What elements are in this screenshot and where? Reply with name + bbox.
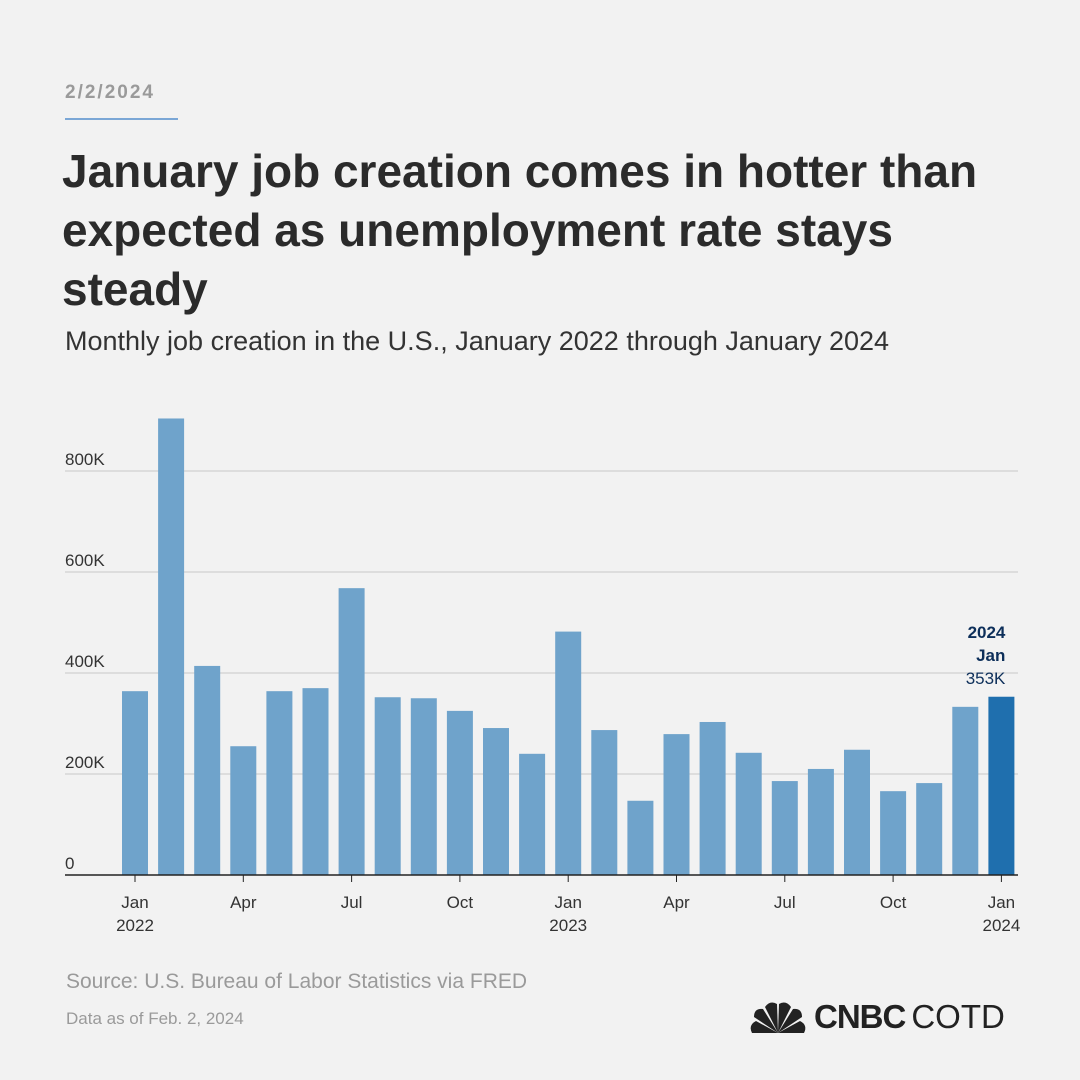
bar-sep-2022 (410, 698, 437, 875)
y-tick-label: 0 (65, 854, 74, 873)
x-tick-sublabel: 2024 (982, 916, 1020, 935)
annotation-year: 2024 (968, 623, 1006, 642)
bar-jun-2023 (735, 752, 762, 875)
x-tick-label: Apr (663, 893, 690, 912)
bar-aug-2022 (374, 697, 401, 875)
x-tick-label: Jul (774, 893, 796, 912)
y-tick-label: 200K (65, 753, 105, 772)
bar-oct-2023 (880, 791, 907, 875)
x-tick-label: Oct (447, 893, 474, 912)
x-tick-label: Oct (880, 893, 907, 912)
y-tick-label: 800K (65, 450, 105, 469)
bar-jul-2023 (771, 781, 798, 875)
bar-mar-2023 (627, 800, 654, 875)
bar-sep-2023 (844, 749, 870, 875)
bar-apr-2022 (230, 746, 257, 875)
bar-dec-2023 (952, 706, 979, 875)
y-tick-label: 400K (65, 652, 105, 671)
bar-jul-2022 (338, 588, 365, 875)
x-tick-sublabel: 2023 (549, 916, 587, 935)
bar-may-2023 (699, 721, 726, 875)
x-tick-label: Apr (230, 893, 257, 912)
x-tick-label: Jan (988, 893, 1015, 912)
page-title: January job creation comes in hotter tha… (62, 145, 978, 315)
cnbc-logo: CNBC COTD (748, 998, 1005, 1036)
bar-nov-2023 (916, 783, 943, 875)
y-tick-label: 600K (65, 551, 105, 570)
x-tick-label: Jan (121, 893, 148, 912)
subtitle: Monthly job creation in the U.S., Januar… (65, 326, 890, 356)
x-tick-label: Jan (554, 893, 581, 912)
annotation-month: Jan (976, 646, 1005, 665)
bar-feb-2023 (591, 730, 618, 875)
date-label: 2/2/2024 (65, 82, 155, 103)
annotation-value: 353K (966, 669, 1006, 688)
bar-apr-2023 (663, 734, 690, 875)
divider (65, 118, 178, 120)
bar-may-2022 (266, 691, 293, 875)
bar-dec-2022 (519, 753, 546, 875)
bar-jan-2022 (122, 691, 148, 875)
x-tick-label: Jul (341, 893, 363, 912)
bar-jun-2022 (302, 688, 329, 875)
bar-aug-2023 (807, 768, 834, 875)
bar-nov-2022 (483, 728, 509, 875)
logo-cotd: COTD (911, 998, 1005, 1035)
bar-mar-2022 (194, 665, 221, 875)
bar-feb-2022 (158, 418, 185, 875)
data-date-note: Data as of Feb. 2, 2024 (66, 1009, 244, 1028)
peacock-icon (750, 1002, 806, 1033)
x-tick-sublabel: 2022 (116, 916, 154, 935)
source-note: Source: U.S. Bureau of Labor Statistics … (66, 970, 528, 993)
bar-jan-2024 (988, 696, 1015, 875)
logo-cnbc: CNBC (814, 998, 906, 1035)
bar-oct-2022 (446, 710, 473, 875)
bar-jan-2023 (555, 631, 582, 875)
